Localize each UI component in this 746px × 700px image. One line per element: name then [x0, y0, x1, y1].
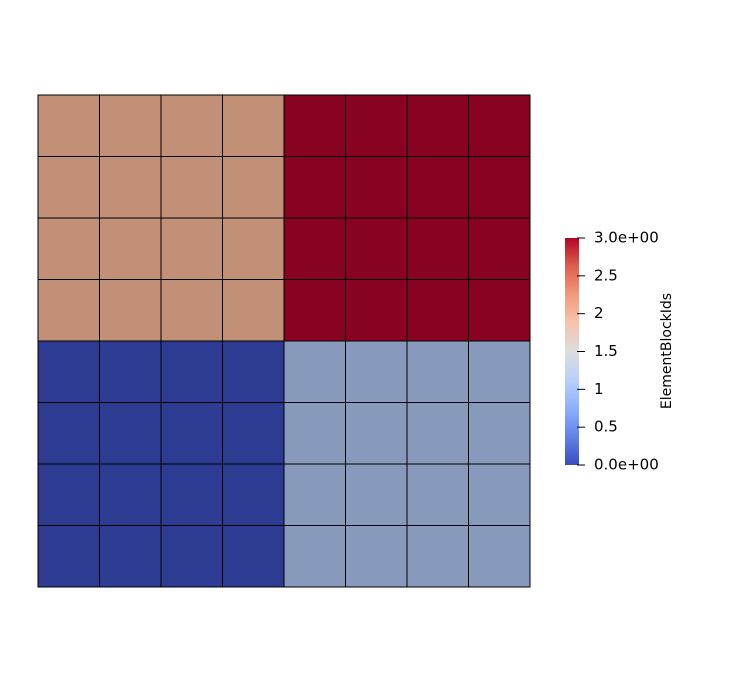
mesh-cell [37, 94, 100, 157]
mesh-cell [283, 279, 346, 342]
mesh-cell [468, 217, 531, 280]
mesh-cell [468, 402, 531, 465]
mesh-cell [345, 402, 408, 465]
mesh-cell [222, 340, 285, 403]
colorbar-tick-label: 2 [594, 304, 604, 322]
mesh-cell [283, 94, 346, 157]
mesh-cell [468, 94, 531, 157]
mesh-cell [160, 94, 223, 157]
mesh-cell [406, 279, 469, 342]
mesh-cell [406, 340, 469, 403]
mesh-cell [406, 217, 469, 280]
mesh-cell [37, 217, 100, 280]
mesh-cell [283, 402, 346, 465]
mesh-cell [406, 94, 469, 157]
mesh-cell [406, 402, 469, 465]
colorbar-tick-label: 0.0e+00 [594, 456, 659, 474]
mesh-cell [37, 279, 100, 342]
mesh-cell [468, 279, 531, 342]
mesh-cell [160, 217, 223, 280]
colorbar-tick-label: 1 [594, 380, 604, 398]
mesh-cell [160, 463, 223, 526]
mesh-cell [99, 463, 162, 526]
mesh-cell [468, 463, 531, 526]
colorbar: 3.0e+00 2.5 2 1.5 1 0.5 0.0e+00 [565, 229, 659, 474]
mesh-cell [283, 525, 346, 588]
mesh-cell [37, 525, 100, 588]
mesh-cell [345, 156, 408, 219]
mesh-cell [99, 156, 162, 219]
mesh-cell [99, 279, 162, 342]
colorbar-tick-label: 0.5 [594, 418, 618, 436]
mesh-cell [222, 156, 285, 219]
mesh-cell [37, 402, 100, 465]
mesh-cell [283, 463, 346, 526]
mesh-cell [99, 94, 162, 157]
colorbar-gradient [565, 238, 579, 465]
mesh-cell [283, 217, 346, 280]
mesh-cell [160, 156, 223, 219]
colorbar-ticks: 3.0e+00 2.5 2 1.5 1 0.5 0.0e+00 [577, 229, 659, 474]
colorbar-tick-label: 2.5 [594, 266, 618, 284]
mesh-cell [37, 156, 100, 219]
mesh-cell [99, 525, 162, 588]
mesh-cell [406, 525, 469, 588]
mesh-cell [222, 525, 285, 588]
mesh-cells [37, 94, 531, 588]
mesh-cell [222, 463, 285, 526]
mesh-cell [345, 525, 408, 588]
mesh-cell [160, 525, 223, 588]
mesh-cell [468, 525, 531, 588]
mesh-cell [160, 279, 223, 342]
mesh-cell [345, 94, 408, 157]
mesh-cell [37, 463, 100, 526]
mesh-cell [345, 463, 408, 526]
colorbar-tick-label: 1.5 [594, 342, 618, 360]
mesh-cell [222, 217, 285, 280]
mesh-cell [160, 340, 223, 403]
mesh-cell [406, 156, 469, 219]
mesh-cell [37, 340, 100, 403]
mesh-cell [406, 463, 469, 526]
mesh-cell [468, 340, 531, 403]
mesh-cell [222, 94, 285, 157]
mesh-cell [345, 279, 408, 342]
mesh-cell [345, 217, 408, 280]
mesh-cell [222, 402, 285, 465]
mesh-cell [468, 156, 531, 219]
mesh-cell [160, 402, 223, 465]
mesh-cell [99, 402, 162, 465]
mesh-cell [283, 156, 346, 219]
mesh-cell [99, 217, 162, 280]
mesh-cell [345, 340, 408, 403]
mesh-cell [283, 340, 346, 403]
colorbar-tick-label: 3.0e+00 [594, 229, 659, 247]
colorbar-title: ElementBlockIds [659, 292, 675, 410]
mesh-cell [222, 279, 285, 342]
mesh-cell [99, 340, 162, 403]
